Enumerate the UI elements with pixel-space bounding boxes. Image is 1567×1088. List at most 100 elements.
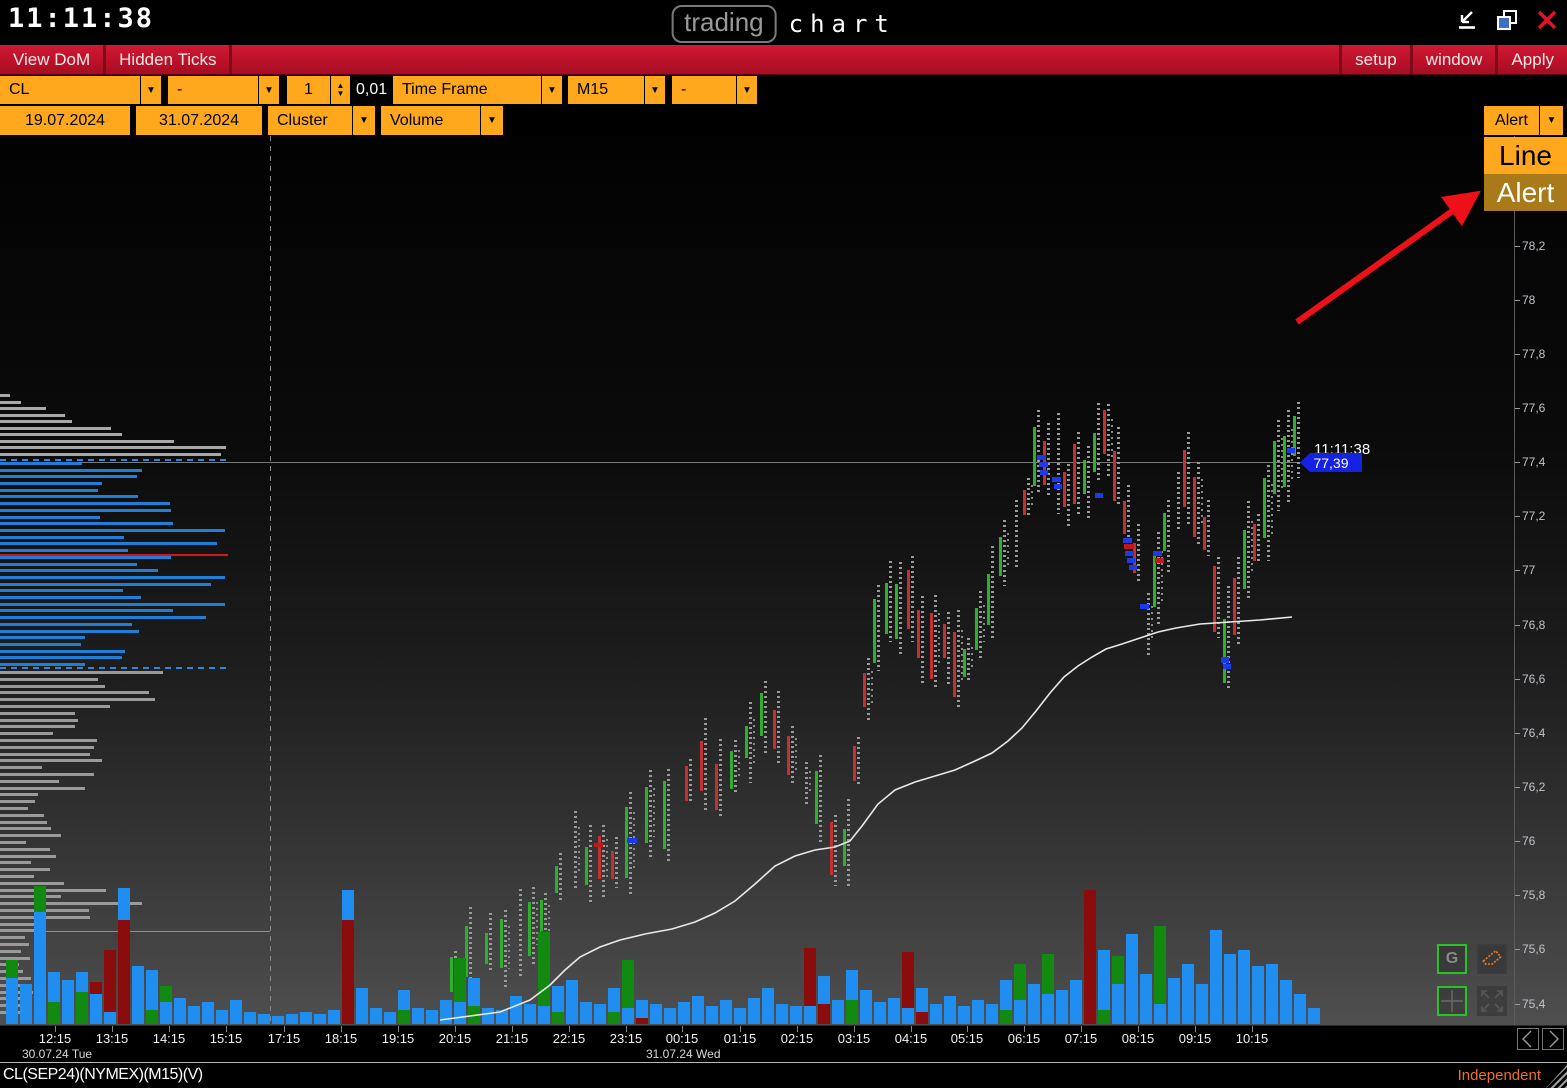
time-tick — [1138, 1026, 1139, 1032]
time-tick-label: 10:15 — [1235, 1031, 1269, 1046]
menu-item-setup[interactable]: setup — [1339, 45, 1410, 74]
account-dropdown-arrow-icon[interactable]: ▼ — [259, 76, 279, 104]
app-title-chart: chart — [788, 10, 896, 38]
fullscreen-button[interactable] — [1477, 986, 1507, 1016]
window-controls — [1455, 8, 1559, 32]
menu-left-group: View DoM Hidden Ticks — [0, 45, 233, 74]
time-tick-label: 14:15 — [152, 1031, 186, 1046]
quantity-stepper[interactable]: ▲ ▼ — [331, 76, 350, 104]
price-tick — [1515, 246, 1520, 247]
symbol-dropdown-arrow-icon[interactable]: ▼ — [141, 76, 161, 104]
timeframe-type-arrow-icon[interactable]: ▼ — [542, 76, 562, 104]
chart-mode-select[interactable]: Cluster — [268, 106, 352, 135]
price-marker: 77,39 — [1300, 453, 1362, 472]
time-tick — [55, 1026, 56, 1032]
time-tick — [626, 1026, 627, 1032]
price-tick-label: 78 — [1522, 293, 1536, 307]
scroll-left-button[interactable] — [1517, 1028, 1539, 1050]
tool-select-arrow-icon[interactable]: ▼ — [1540, 106, 1563, 135]
menu-item-window[interactable]: window — [1409, 45, 1496, 74]
time-tick — [1081, 1026, 1082, 1032]
cluster-type-arrow-icon[interactable]: ▼ — [481, 106, 503, 135]
time-tick-label: 21:15 — [495, 1031, 529, 1046]
price-tick — [1515, 462, 1520, 463]
toolbar-chart-settings: 19.07.2024 31.07.2024 Cluster ▼ Volume ▼… — [0, 106, 1567, 135]
menu-item-apply[interactable]: Apply — [1495, 45, 1567, 74]
g-icon: G — [1445, 950, 1459, 967]
symbol-select[interactable]: CL — [0, 76, 140, 104]
time-tick — [512, 1026, 513, 1032]
tool-select[interactable]: Alert — [1484, 106, 1539, 135]
price-tick — [1515, 1004, 1520, 1005]
price-tick — [1515, 354, 1520, 355]
price-tick — [1515, 787, 1520, 788]
time-tick — [226, 1026, 227, 1032]
time-tick-label: 03:15 — [837, 1031, 871, 1046]
time-tick-label: 00:15 — [665, 1031, 699, 1046]
app-title-trading: trading — [671, 5, 777, 43]
time-tick — [1252, 1026, 1253, 1032]
resize-grip[interactable] — [1545, 1065, 1567, 1088]
timeframe-type-select[interactable]: Time Frame — [393, 76, 541, 104]
date-to-field[interactable]: 31.07.2024 — [136, 106, 262, 135]
timeframe-select[interactable]: M15 — [568, 76, 644, 104]
time-tick — [967, 1026, 968, 1032]
time-tick-label: 12:15 — [38, 1031, 72, 1046]
price-axis[interactable]: 78,2 78 77,8 77,6 77,4 77,2 77 76,8 76,6 76,4 76,2… — [1514, 136, 1567, 1025]
time-tick — [854, 1026, 855, 1032]
price-tick — [1515, 625, 1520, 626]
time-tick — [911, 1026, 912, 1032]
price-tick-label: 76,4 — [1522, 726, 1546, 740]
menu-item-view-dom[interactable]: View DoM — [0, 45, 107, 74]
price-tick-label: 78,2 — [1522, 239, 1546, 253]
scroll-right-button[interactable] — [1542, 1028, 1564, 1050]
price-tick — [1515, 300, 1520, 301]
status-bar: CL(SEP24)(NYMEX)(M15)(V) Independent — [0, 1062, 1567, 1088]
price-tick-label: 76,8 — [1522, 618, 1546, 632]
price-tick-label: 75,8 — [1522, 888, 1546, 902]
price-tick — [1515, 679, 1520, 680]
time-axis[interactable]: 12:15 13:15 14:15 15:15 17:15 18:15 19:15 20:15… — [0, 1025, 1567, 1063]
price-tick — [1515, 949, 1520, 950]
label-tool-button[interactable] — [1477, 944, 1507, 974]
title-bar: 11:11:38 trading chart — [0, 0, 1567, 45]
quantity-field[interactable]: 1 — [287, 76, 330, 104]
tool-dropdown-list: Line Alert — [1484, 137, 1567, 211]
day-label: 31.07.24 Wed — [646, 1047, 721, 1061]
price-tick-label: 77,8 — [1522, 347, 1546, 361]
menu-item-hidden-ticks[interactable]: Hidden Ticks — [106, 45, 233, 74]
dropdown-item-alert[interactable]: Alert — [1484, 174, 1567, 211]
time-tick — [169, 1026, 170, 1032]
menu-right-group: setup window Apply — [1339, 45, 1567, 74]
timeframe-arrow-icon[interactable]: ▼ — [645, 76, 665, 104]
time-tick — [740, 1026, 741, 1032]
cluster-type-select[interactable]: Volume — [381, 106, 480, 135]
extra-select[interactable]: - — [672, 76, 736, 104]
time-tick-label: 22:15 — [552, 1031, 586, 1046]
price-tick-label: 75,4 — [1522, 997, 1546, 1011]
grid-snap-button[interactable]: G — [1437, 944, 1467, 974]
price-tick — [1515, 733, 1520, 734]
price-tick — [1515, 570, 1520, 571]
restore-icon[interactable] — [1495, 8, 1519, 32]
chart-area[interactable] — [0, 136, 1567, 1025]
menu-bar: View DoM Hidden Ticks setup window Apply — [0, 45, 1567, 75]
chart-mode-arrow-icon[interactable]: ▼ — [353, 106, 375, 135]
extra-arrow-icon[interactable]: ▼ — [737, 76, 757, 104]
date-from-field[interactable]: 19.07.2024 — [0, 106, 130, 135]
contract-label: CL(SEP24)(NYMEX)(M15)(V) — [3, 1066, 203, 1083]
minimize-icon[interactable] — [1455, 8, 1479, 32]
price-tick-label: 77,6 — [1522, 401, 1546, 415]
close-icon[interactable] — [1535, 8, 1559, 32]
crosshair-button[interactable] — [1437, 986, 1467, 1016]
time-tick-label: 01:15 — [723, 1031, 757, 1046]
account-select[interactable]: - — [168, 76, 258, 104]
time-tick-label: 06:15 — [1007, 1031, 1041, 1046]
time-tick — [1024, 1026, 1025, 1032]
time-tick-label: 04:15 — [894, 1031, 928, 1046]
time-tick-label: 07:15 — [1064, 1031, 1098, 1046]
price-tick-label: 76,6 — [1522, 672, 1546, 686]
tick-size-label: 0,01 — [356, 81, 388, 98]
dropdown-item-line[interactable]: Line — [1484, 137, 1567, 174]
independent-label[interactable]: Independent — [1457, 1067, 1541, 1084]
